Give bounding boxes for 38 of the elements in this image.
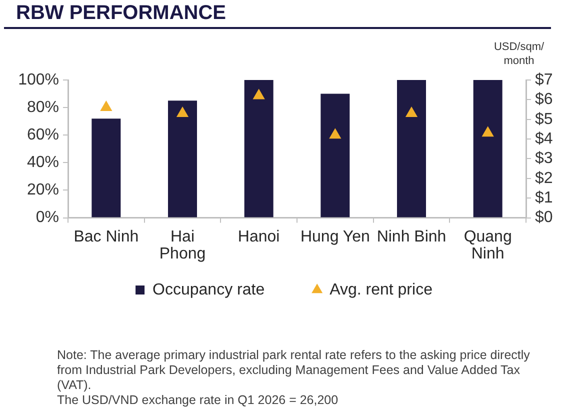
y-tick-label: 20% bbox=[26, 182, 59, 199]
x-tick-label: Quang Ninh bbox=[464, 228, 512, 262]
point bbox=[100, 100, 112, 112]
y2-axis-title: USD/sqm/month bbox=[492, 40, 546, 68]
text: Note: The average primary industrial park rental rate refers to the asking price directly from Industrial Park Developers, excluding Management Fees and Value Added Tax (VAT). bbox=[57, 348, 531, 393]
chart-title: RBW PERFORMANCE bbox=[16, 2, 226, 25]
y2-tick-label: $2 bbox=[535, 170, 553, 187]
y2-tick-label: $3 bbox=[535, 150, 553, 168]
point bbox=[252, 88, 265, 100]
bar bbox=[92, 118, 121, 218]
y-tick-label: 100% bbox=[18, 71, 59, 88]
y2-tick-label: $1 bbox=[535, 190, 553, 207]
bar bbox=[168, 100, 198, 218]
x-tick-label: Hung Yen bbox=[300, 228, 370, 246]
y2-tick-label: $0 bbox=[535, 209, 553, 226]
x-tick-label: Hanoi bbox=[238, 228, 280, 246]
point bbox=[176, 106, 189, 117]
y2-tick-label: $6 bbox=[535, 91, 553, 108]
y2-tick-label: $7 bbox=[535, 71, 553, 88]
y-tick-label: 80% bbox=[26, 98, 59, 116]
point bbox=[329, 128, 342, 139]
y-tick-label: 0% bbox=[36, 209, 59, 226]
bar bbox=[396, 80, 426, 218]
bar bbox=[473, 80, 502, 218]
y2-tick-label: $4 bbox=[535, 130, 553, 148]
bar bbox=[244, 80, 274, 218]
point bbox=[405, 106, 418, 117]
text: The USD/VND exchange rate in Q1 2026 = 26,200 bbox=[57, 393, 340, 408]
bar bbox=[320, 94, 350, 218]
x-tick-label: Hai Phong bbox=[159, 228, 206, 262]
point bbox=[482, 126, 494, 137]
legend-label: Avg. rent price bbox=[330, 281, 433, 298]
legend-label: Occupancy rate bbox=[152, 281, 265, 298]
x-tick-label: Bac Ninh bbox=[74, 228, 139, 246]
y2-tick-label: $5 bbox=[535, 110, 553, 128]
x-tick-label: Ninh Binh bbox=[376, 228, 446, 246]
y-tick-label: 40% bbox=[26, 154, 59, 172]
y-tick-label: 60% bbox=[26, 126, 59, 144]
